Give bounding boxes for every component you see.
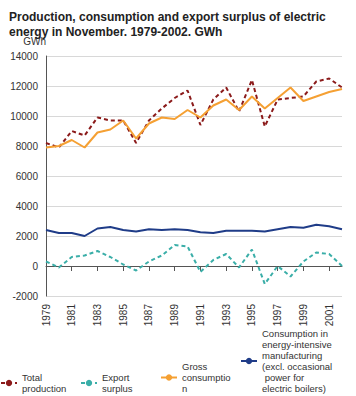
svg-text:consumptio: consumptio bbox=[182, 372, 231, 383]
svg-text:1979: 1979 bbox=[41, 304, 52, 327]
svg-text:4000: 4000 bbox=[16, 201, 39, 212]
svg-text:1981: 1981 bbox=[66, 304, 77, 327]
svg-text:Export: Export bbox=[102, 372, 132, 383]
svg-text:10000: 10000 bbox=[10, 111, 38, 122]
svg-text:energy in November. 1979-2002.: energy in November. 1979-2002. GWh bbox=[9, 25, 222, 39]
svg-text:Total: Total bbox=[22, 372, 45, 383]
svg-text:1989: 1989 bbox=[169, 304, 180, 327]
svg-text:energy-intensive: energy-intensive bbox=[262, 339, 334, 350]
svg-text:power for: power for bbox=[262, 372, 307, 383]
svg-text:0: 0 bbox=[32, 261, 38, 272]
svg-text:14000: 14000 bbox=[10, 51, 38, 62]
svg-text:12000: 12000 bbox=[10, 81, 38, 92]
svg-text:1991: 1991 bbox=[195, 304, 206, 327]
svg-text:1997: 1997 bbox=[272, 304, 283, 327]
svg-text:1983: 1983 bbox=[92, 304, 103, 327]
svg-text:2001: 2001 bbox=[324, 304, 335, 327]
svg-text:production: production bbox=[22, 383, 66, 394]
svg-text:6000: 6000 bbox=[16, 171, 39, 182]
svg-text:n: n bbox=[182, 383, 187, 394]
svg-text:Consumption in: Consumption in bbox=[262, 328, 331, 339]
svg-text:8000: 8000 bbox=[16, 141, 39, 152]
svg-text:1993: 1993 bbox=[221, 304, 232, 327]
svg-text:1999: 1999 bbox=[298, 304, 309, 327]
svg-text:-2000: -2000 bbox=[12, 291, 38, 302]
svg-text:1987: 1987 bbox=[143, 304, 154, 327]
svg-text:2000: 2000 bbox=[16, 231, 39, 242]
svg-text:Production, consumption and ex: Production, consumption and export surpl… bbox=[9, 10, 329, 24]
svg-text:electric boilers): electric boilers) bbox=[262, 383, 326, 394]
svg-text:Gross: Gross bbox=[182, 361, 210, 372]
svg-text:surplus: surplus bbox=[102, 383, 133, 394]
svg-text:(excl. occasional: (excl. occasional bbox=[262, 361, 332, 372]
svg-text:1995: 1995 bbox=[246, 304, 257, 327]
svg-text:1985: 1985 bbox=[118, 304, 129, 327]
svg-text:manufacturing: manufacturing bbox=[262, 350, 325, 361]
svg-text:GWh: GWh bbox=[23, 35, 46, 47]
